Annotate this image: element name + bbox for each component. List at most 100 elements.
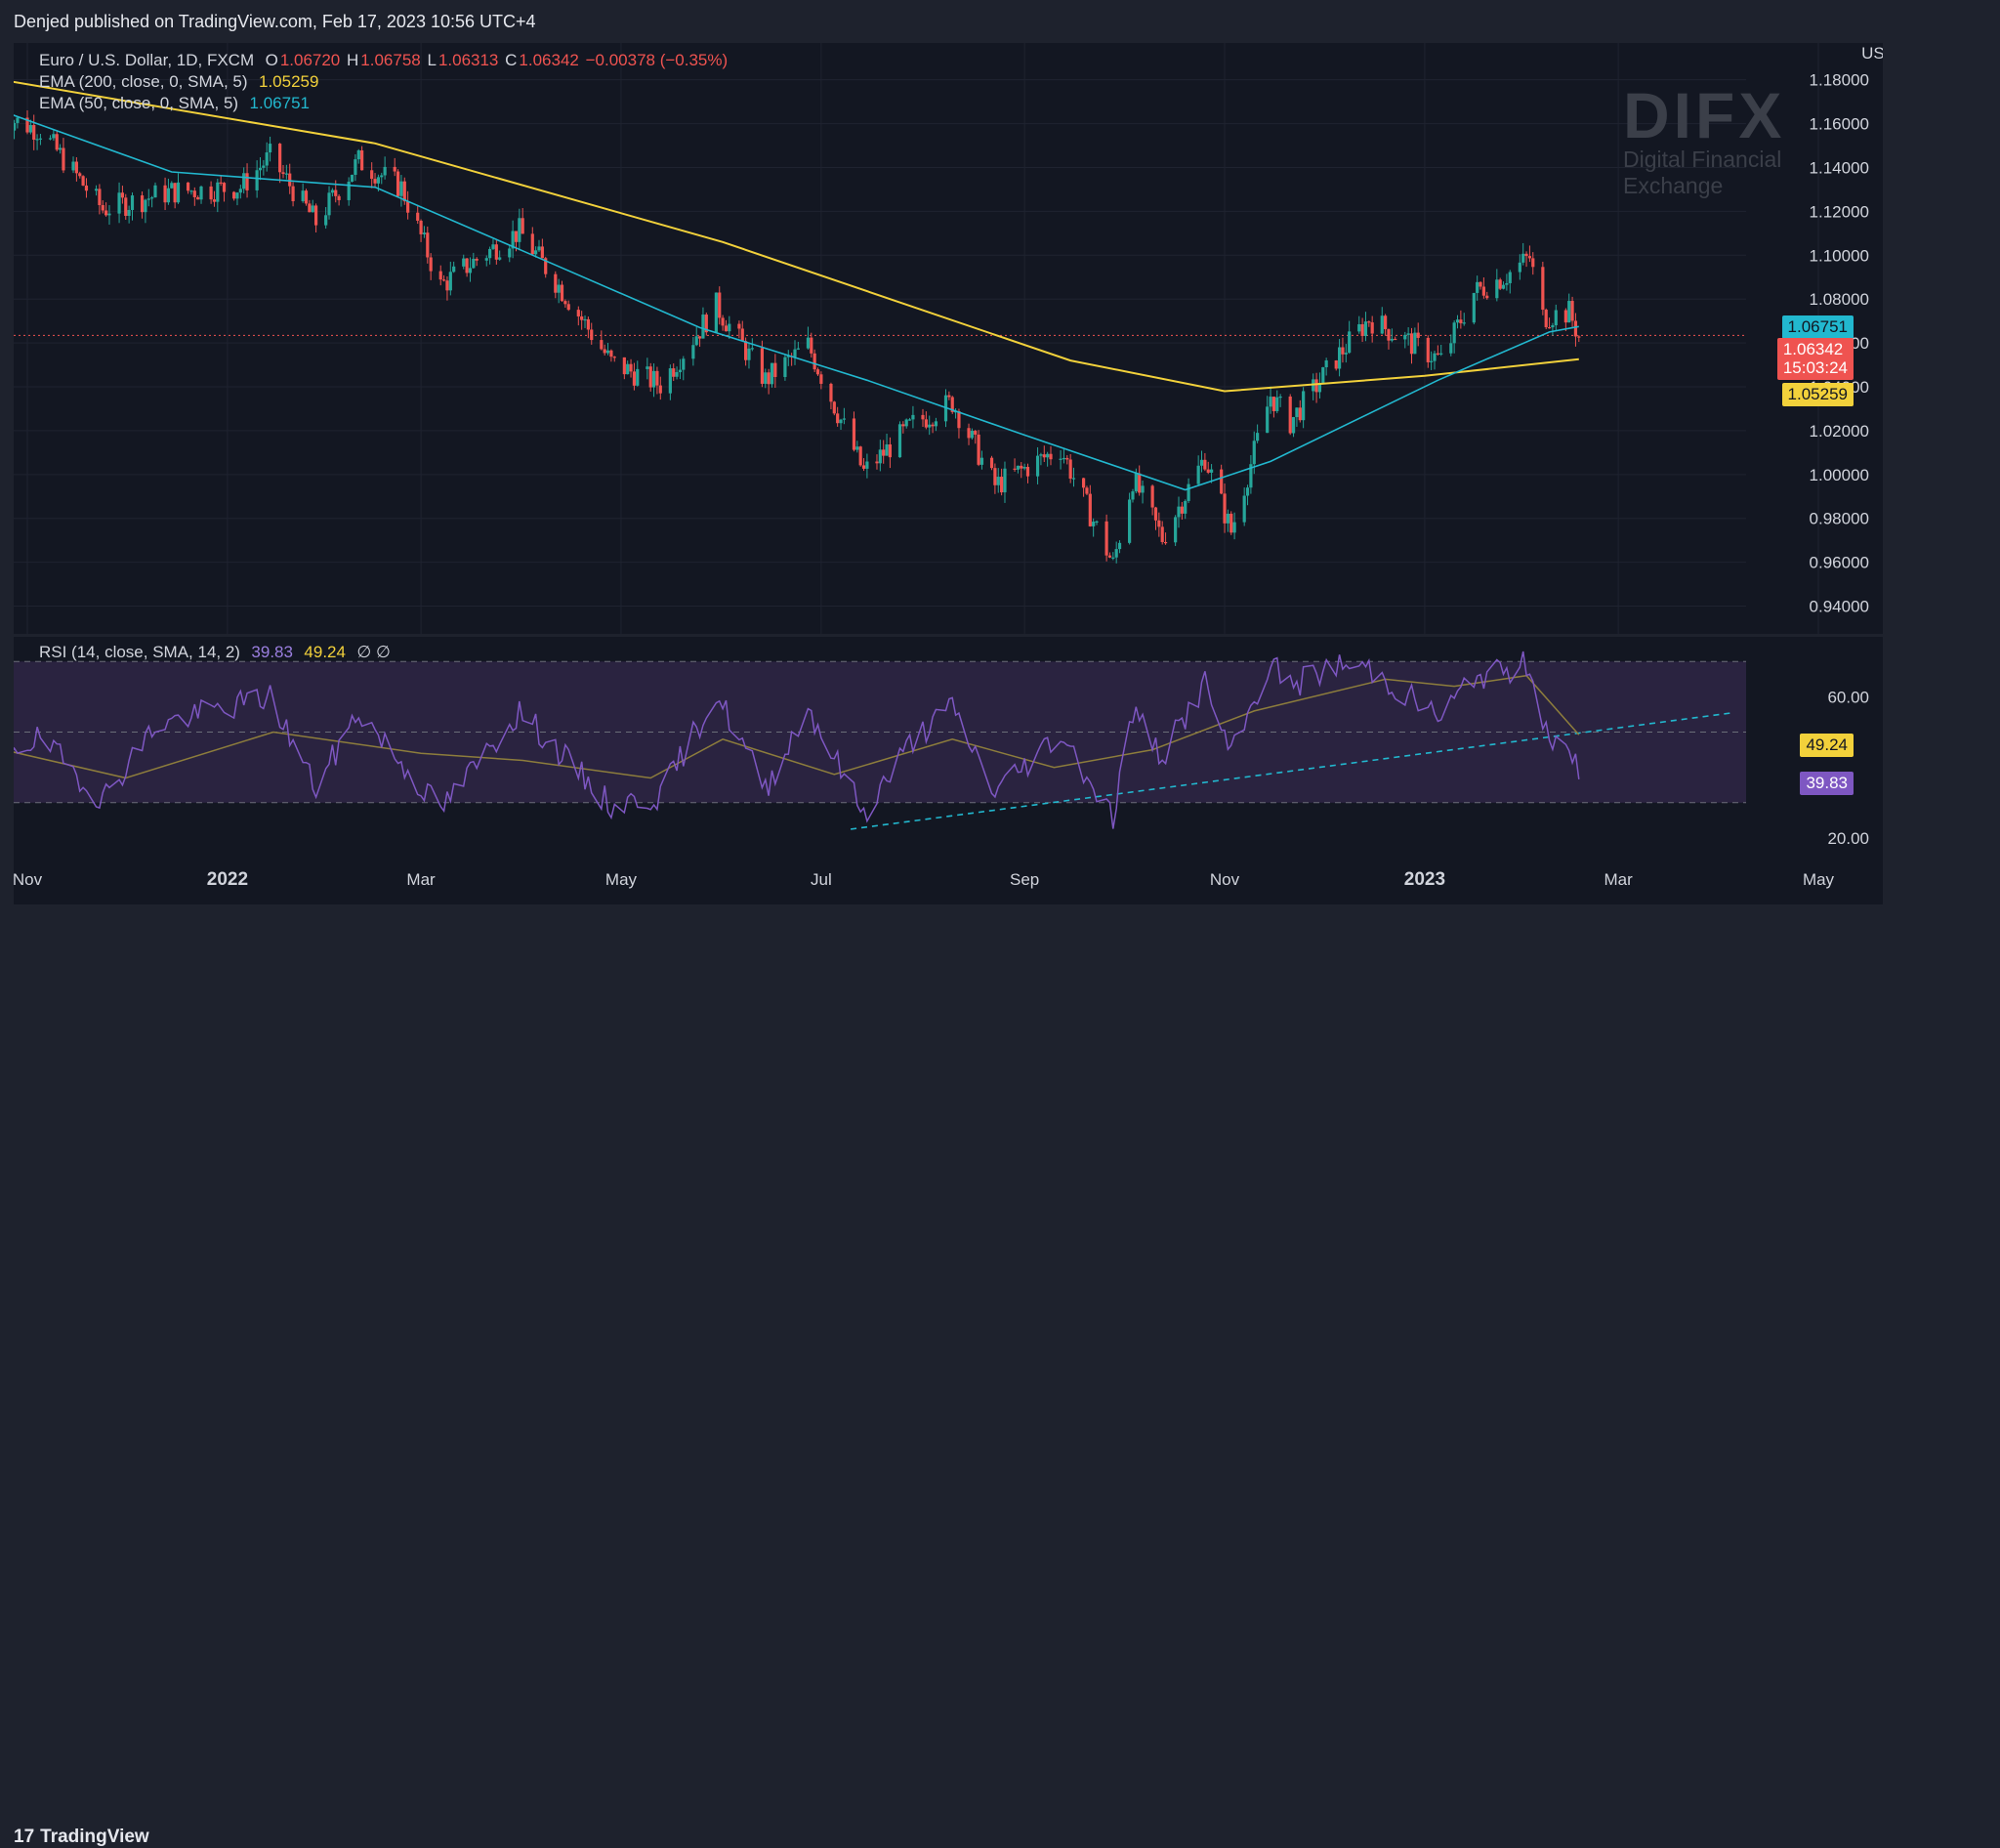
candle-body: [1452, 322, 1456, 344]
candle-body: [438, 271, 442, 280]
candle-body: [150, 197, 154, 199]
time-tick-label: Nov: [14, 870, 43, 889]
candle-body: [402, 181, 406, 202]
candle-body: [655, 370, 659, 386]
candle-body: [1495, 279, 1499, 299]
price-chart[interactable]: 1.18000 1.16000 1.14000 1.12000 1.10000 1.080…: [14, 43, 1883, 634]
candle-body: [448, 272, 452, 291]
candle-body: [1363, 321, 1368, 337]
candle-body: [540, 246, 544, 259]
candle-body: [216, 182, 220, 202]
candle-body: [356, 149, 360, 160]
candle-body: [127, 209, 131, 216]
candle-body: [1302, 391, 1306, 421]
rsi-panel[interactable]: 60.00 20.00 RSI (14, close, SMA, 14, 2) 3…: [14, 637, 1883, 856]
candle-body: [586, 318, 590, 330]
candle-body: [1128, 499, 1132, 543]
candle-body: [947, 395, 951, 398]
candle-body: [793, 349, 797, 357]
time-tick-label: Mar: [1604, 870, 1633, 889]
candle-body: [861, 465, 866, 469]
candle-body: [1134, 473, 1138, 492]
candle-body: [1409, 333, 1414, 355]
published-info: Denjed published on TradingView.com, Feb…: [14, 12, 536, 31]
time-tick-label: Nov: [1210, 870, 1240, 889]
candle-body: [84, 185, 89, 191]
candle-body: [347, 181, 351, 200]
rsi-tick-label: 20.00: [1827, 829, 1869, 848]
bottom-bar: 17 TradingView: [0, 904, 2000, 1847]
candle-body: [1065, 457, 1069, 460]
candle-body: [360, 149, 364, 171]
candle-body: [1416, 332, 1420, 338]
candle-body: [1095, 521, 1099, 523]
rsi-chart[interactable]: 60.00 20.00: [14, 637, 1883, 856]
candle-body: [648, 366, 652, 388]
time-tick-label: 2023: [1404, 869, 1445, 890]
close-label: C: [505, 51, 518, 69]
candle-body: [626, 363, 630, 375]
candle-body: [878, 449, 882, 464]
candle-body: [1180, 506, 1184, 514]
candle-body: [238, 189, 242, 193]
rsi-line: [14, 651, 1580, 829]
candle-body: [651, 370, 656, 388]
candle-body: [288, 173, 292, 187]
candle-body: [566, 304, 570, 311]
candle-body: [675, 372, 679, 377]
candle-body: [1531, 258, 1535, 268]
rsi-ma-value: 49.24: [304, 643, 346, 661]
candle-body: [1390, 338, 1394, 341]
candle-body: [130, 195, 135, 210]
candle-body: [1177, 506, 1181, 518]
candle-body: [1035, 455, 1040, 477]
time-tick-label: Sep: [1010, 870, 1039, 889]
price-panel[interactable]: 1.18000 1.16000 1.14000 1.12000 1.10000 1.080…: [14, 43, 1883, 634]
tradingview-logo[interactable]: 17 TradingView: [14, 1827, 149, 1848]
last-price-value: 1.06342: [1782, 340, 1844, 358]
candle-body: [196, 196, 200, 200]
candle-body: [855, 446, 859, 450]
candle-body: [622, 357, 626, 375]
candle-body: [514, 231, 519, 242]
ema50-legend[interactable]: EMA (50, close, 0, SMA, 5) 1.06751: [39, 94, 312, 113]
candle-body: [35, 139, 39, 141]
candle-body: [1449, 343, 1453, 354]
rsi-empty-values: ∅ ∅: [356, 643, 391, 661]
rsi-legend[interactable]: RSI (14, close, SMA, 14, 2) 39.83 49.24 …: [39, 643, 393, 662]
watermark-name: DIFX: [1623, 79, 1786, 151]
candle-body: [78, 173, 82, 177]
open-value: 1.06720: [279, 51, 341, 69]
candle-body: [773, 362, 777, 377]
candle-body: [1081, 478, 1086, 488]
candle-body: [1337, 347, 1342, 369]
candle-body: [1433, 353, 1437, 361]
candle-body: [1501, 284, 1506, 289]
candle-body: [74, 161, 78, 174]
candle-body: [832, 401, 836, 414]
time-tick-label: May: [1803, 870, 1835, 889]
candle-body: [718, 292, 722, 318]
candle-body: [1025, 467, 1030, 477]
candle-body: [170, 183, 174, 189]
candle-body: [380, 175, 384, 178]
candle-body: [764, 372, 768, 384]
candle-body: [993, 468, 997, 485]
time-tick-label: 2022: [207, 869, 248, 890]
rsi-ma-badge: 49.24: [1800, 734, 1854, 757]
candle-body: [810, 337, 813, 354]
candle-body: [750, 348, 754, 350]
candle-body: [907, 419, 912, 421]
price-tick-label: 0.98000: [1810, 510, 1869, 528]
candle-body: [373, 179, 377, 184]
candle-body: [682, 358, 686, 370]
candle-body: [28, 125, 32, 133]
price-tick-label: 1.12000: [1810, 202, 1869, 221]
candle-body: [1357, 324, 1361, 332]
candle-body: [301, 190, 305, 202]
ema200-legend[interactable]: EMA (200, close, 0, SMA, 5) 1.05259: [39, 72, 320, 92]
time-axis[interactable]: Nov 2022 Mar May Jul Sep Nov 2023 Mar May: [14, 856, 1883, 904]
candle-body: [924, 419, 928, 428]
candle-body: [1485, 295, 1489, 299]
